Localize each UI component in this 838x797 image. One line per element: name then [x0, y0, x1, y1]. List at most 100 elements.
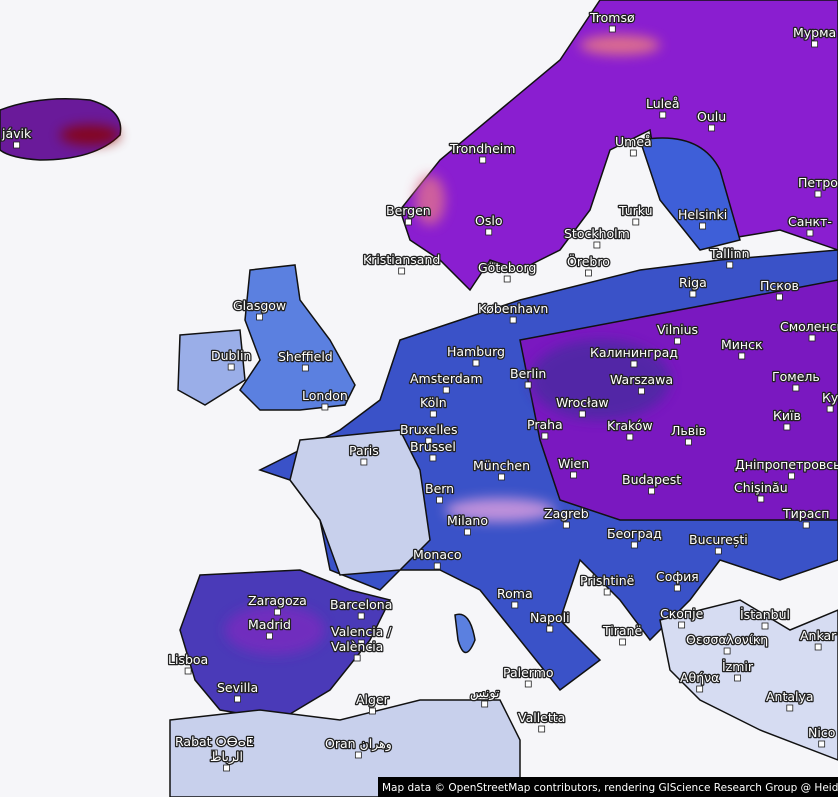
city-label: Калининград: [590, 345, 678, 360]
city-marker: [429, 454, 437, 462]
city-label: Barcelona: [330, 597, 392, 612]
city-label: Oran وهران: [325, 736, 392, 752]
city-marker: [811, 40, 819, 48]
city-marker: [826, 405, 834, 413]
snow-overlay: [60, 35, 670, 655]
attribution: Map data © OpenStreetMap contributors, r…: [382, 782, 838, 794]
city-label: Antalya: [766, 689, 814, 704]
city-label: jávik: [1, 126, 32, 141]
city-label: Sheffield: [278, 349, 333, 364]
city-label: Köln: [420, 395, 447, 410]
city-marker: [503, 275, 511, 283]
city-marker: [603, 588, 611, 596]
city-marker: [429, 410, 437, 418]
city-marker: [524, 381, 532, 389]
city-marker: [626, 433, 634, 441]
city-label: Θεσσαλονίκη: [686, 632, 768, 647]
city-marker: [593, 241, 601, 249]
city-label: Oslo: [475, 213, 502, 228]
city-marker: [13, 141, 21, 149]
attribution-bg: [378, 777, 838, 797]
city-label: București: [689, 532, 748, 547]
city-marker: [353, 654, 361, 662]
city-marker: [714, 547, 722, 555]
city-marker: [184, 667, 192, 675]
city-marker: [673, 584, 681, 592]
city-marker: [814, 643, 822, 651]
city-marker: [570, 471, 577, 479]
city-label: Львів: [671, 423, 706, 438]
city-marker: [723, 647, 731, 655]
city-marker: [757, 495, 765, 503]
city-marker: [808, 334, 816, 342]
city-marker: [464, 528, 471, 536]
city-marker: [274, 608, 281, 616]
city-marker: [783, 423, 791, 431]
city-label: الرباط: [210, 749, 243, 765]
city-label: Monaco: [413, 547, 462, 562]
city-marker: [538, 725, 546, 733]
city-label: Мурма: [793, 25, 836, 40]
city-label: Ку: [822, 390, 838, 405]
city-marker: [357, 612, 365, 620]
city-label: Тирасп: [782, 506, 829, 521]
city-marker: [266, 632, 273, 640]
city-marker: [541, 432, 549, 440]
city-label: İstanbul: [740, 607, 790, 622]
city-label: Dublin: [211, 348, 251, 363]
city-label: Trondheim: [449, 141, 515, 156]
city-marker: [806, 229, 814, 237]
city-label: Bruxelles: [400, 422, 458, 437]
city-label: Київ: [773, 408, 801, 423]
city-marker: [632, 218, 640, 226]
city-marker: [761, 622, 769, 630]
city-label: İzmir: [722, 659, 754, 674]
city-label: Alger: [356, 692, 390, 707]
city-marker: [256, 313, 263, 321]
city-label: Hamburg: [447, 344, 505, 359]
city-marker: [689, 290, 697, 298]
city-label: Umeå: [615, 134, 652, 149]
city-marker: [368, 707, 376, 715]
city-marker: [659, 111, 667, 119]
city-label: Zagreb: [544, 506, 589, 521]
city-marker: [630, 360, 638, 368]
city-marker: [524, 680, 532, 688]
city-label: Wien: [558, 456, 589, 471]
city-marker: [786, 704, 794, 712]
city-marker: [479, 156, 487, 164]
city-marker: [578, 410, 586, 418]
city-marker: [425, 437, 433, 445]
city-label: Berlin: [510, 366, 546, 381]
city-label: Београд: [607, 526, 662, 541]
city-label: Riga: [679, 275, 707, 290]
city-marker: [619, 638, 626, 646]
city-label: Sevilla: [217, 680, 258, 695]
city-marker: [321, 403, 329, 411]
city-label: Prishtinë: [580, 573, 635, 588]
city-marker: [354, 751, 362, 759]
city-marker: [734, 674, 741, 682]
city-marker: [788, 472, 795, 480]
city-marker: [485, 228, 493, 236]
city-marker: [509, 316, 517, 324]
city-marker: [738, 352, 746, 360]
city-marker: [685, 438, 692, 446]
city-label: Chişinău: [734, 480, 788, 495]
city-marker: [433, 562, 441, 570]
city-label: Ankar: [800, 628, 837, 643]
city-marker: [678, 621, 686, 629]
city-label: Valencia /: [331, 624, 392, 639]
city-marker: [511, 601, 519, 609]
city-label: Vilnius: [657, 322, 698, 337]
city-marker: [818, 740, 826, 748]
city-marker: [498, 473, 505, 481]
city-marker: [674, 337, 681, 345]
city-label: Bern: [425, 481, 454, 496]
city-marker: [792, 384, 800, 392]
city-label: Псков: [760, 278, 799, 293]
city-label: Brussel: [410, 439, 456, 454]
city-marker: [802, 521, 810, 529]
city-label: Kraków: [607, 418, 653, 433]
